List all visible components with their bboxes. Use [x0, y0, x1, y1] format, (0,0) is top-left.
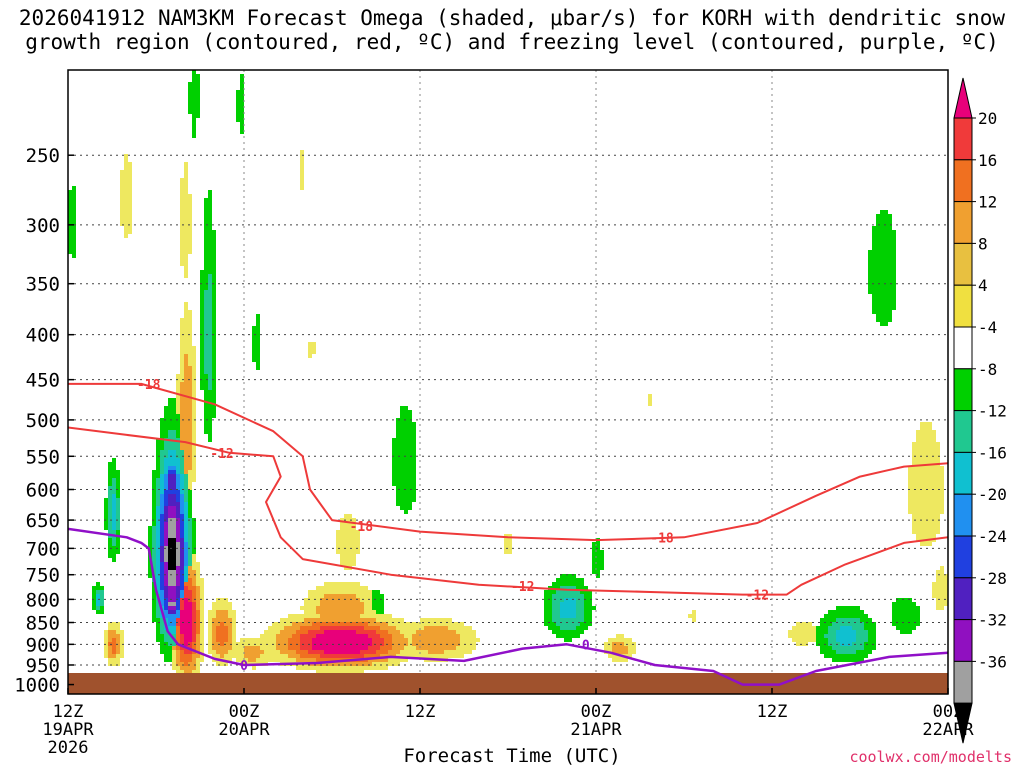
colorbar-segment	[953, 493, 973, 537]
colorbar-segment	[953, 451, 973, 495]
x-tick-label: 21APR	[570, 720, 622, 740]
colorbar-segment	[953, 660, 973, 704]
colorbar-segment	[953, 284, 973, 328]
colorbar-label: -32	[978, 611, 1007, 630]
y-tick-label: 400	[26, 325, 60, 347]
colorbar-segment	[953, 410, 973, 453]
colorbar-label: -16	[978, 443, 1007, 462]
y-tick-label: 800	[26, 589, 60, 611]
colorbar-segment	[953, 619, 973, 662]
dgz-contour-label: -12	[746, 589, 769, 604]
colorbar-label: 4	[978, 276, 988, 295]
y-tick-label: 750	[26, 565, 60, 587]
y-tick-label: 450	[26, 370, 60, 392]
dgz-contour-minus18	[68, 382, 948, 542]
colorbar-label: 16	[978, 151, 997, 170]
surface-ground	[68, 673, 948, 694]
y-tick-label: 500	[26, 410, 60, 432]
y-tick-label: 650	[26, 510, 60, 532]
dgz-contour-label: -18	[650, 531, 674, 546]
y-tick-label: 300	[26, 215, 60, 237]
freezing-level-contour	[68, 527, 948, 686]
contour-lines: -18 -18 -18 -12 -12 -12 0 0	[68, 378, 948, 686]
y-tick-label: 550	[26, 446, 60, 468]
colorbar-segment	[953, 242, 973, 286]
y-tick-label: 850	[26, 613, 60, 635]
plot-frame	[67, 69, 949, 695]
x-tick-label: 12Z	[757, 702, 788, 722]
colorbar-label: -24	[978, 527, 1007, 546]
colorbar-segment	[953, 577, 973, 621]
y-tick-label: 900	[26, 634, 60, 656]
dgz-contour-label: -12	[210, 447, 233, 462]
colorbar-segment	[953, 326, 973, 370]
colorbar-label: -4	[978, 318, 997, 337]
colorbar-label: 12	[978, 193, 997, 212]
colorbar-bottom-arrow	[953, 702, 973, 744]
chart-title-line-1: 2026041912 NAM3KM Forecast Omega (shaded…	[18, 6, 1006, 30]
x-tick-label: 00Z	[581, 702, 612, 722]
colorbar: 20 16 12 8 4 -4 -8 -12 -16 -20 -24 -28 -32 -36	[953, 77, 1007, 744]
colorbar-segment	[953, 535, 973, 579]
dgz-contour-label: -12	[511, 580, 534, 595]
chart-title-line-2: growth region (contoured, red, ºC) and f…	[25, 30, 999, 54]
colorbar-label: -12	[978, 402, 1007, 421]
y-tick-label: 600	[26, 480, 60, 502]
y-axis: 2503003504004505005506006507007508008509…	[14, 145, 74, 697]
colorbar-segment	[953, 368, 973, 412]
x-tick-label: 2026	[48, 738, 89, 758]
colorbar-top-arrow	[953, 77, 973, 119]
colorbar-label: 8	[978, 234, 988, 253]
colorbar-segment	[953, 201, 973, 244]
credit-link[interactable]: coolwx.com/modelts	[849, 748, 1012, 766]
x-tick-label: 20APR	[218, 720, 270, 740]
colorbar-label: -28	[978, 569, 1007, 588]
freezing-level-label: 0	[240, 659, 248, 674]
colorbar-label: 20	[978, 109, 997, 128]
dgz-contour-label: -18	[350, 520, 374, 535]
colorbar-label: -20	[978, 485, 1007, 504]
y-tick-label: 1000	[14, 675, 60, 697]
colorbar-label: -8	[978, 360, 997, 379]
y-tick-label: 950	[26, 655, 60, 677]
y-tick-label: 250	[26, 145, 60, 167]
dgz-contour-label: -18	[137, 378, 161, 393]
freezing-level-label: 0	[582, 638, 590, 653]
y-tick-label: 700	[26, 538, 60, 560]
x-tick-label: 12Z	[405, 702, 436, 722]
x-axis-label: Forecast Time (UTC)	[403, 745, 621, 767]
omega-shading	[68, 70, 948, 686]
colorbar-label: -36	[978, 652, 1007, 671]
x-tick-label: 19APR	[42, 720, 94, 740]
dgz-contour-minus12	[68, 426, 948, 596]
y-tick-label: 350	[26, 274, 60, 296]
x-tick-label: 12Z	[53, 702, 84, 722]
x-tick-label: 00Z	[229, 702, 260, 722]
colorbar-segment	[953, 159, 973, 203]
colorbar-segment	[953, 117, 973, 161]
